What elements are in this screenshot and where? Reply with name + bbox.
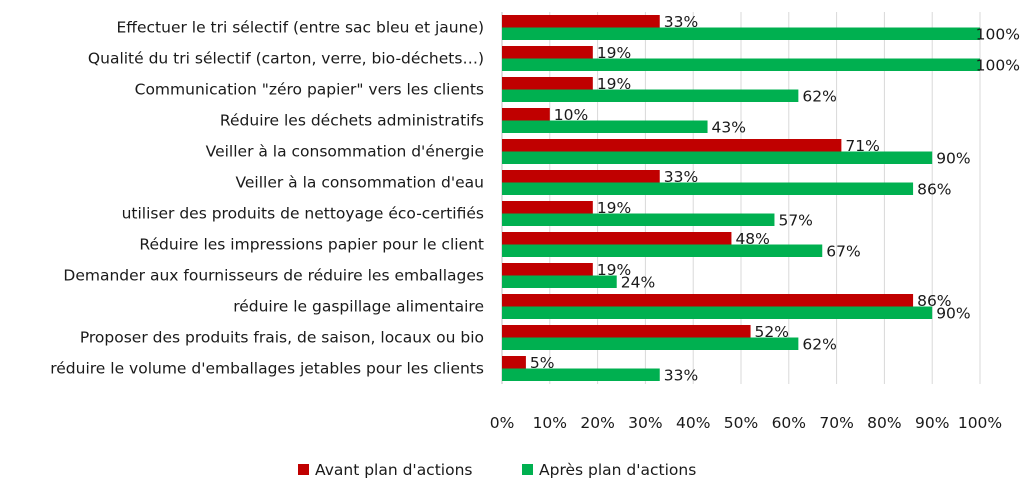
bar-apres xyxy=(502,275,617,288)
category-label: Veiller à la consommation d'eau xyxy=(235,174,484,192)
data-label: 33% xyxy=(664,168,698,186)
legend-label: Avant plan d'actions xyxy=(315,461,472,479)
data-label: 86% xyxy=(917,292,951,310)
x-tick-label: 30% xyxy=(628,414,662,432)
data-label: 90% xyxy=(936,305,970,323)
bar-apres xyxy=(502,244,823,257)
bar-avant xyxy=(502,139,842,152)
data-label: 19% xyxy=(597,44,631,62)
x-tick-label: 20% xyxy=(580,414,614,432)
x-tick-label: 40% xyxy=(676,414,710,432)
category-label: Réduire les impressions papier pour le c… xyxy=(139,236,484,254)
data-label: 100% xyxy=(976,57,1020,75)
category-label: réduire le gaspillage alimentaire xyxy=(233,298,484,316)
data-label: 57% xyxy=(778,212,812,230)
category-label: Proposer des produits frais, de saison, … xyxy=(80,329,484,347)
data-label: 67% xyxy=(826,243,860,261)
legend-swatch xyxy=(298,464,309,475)
gridlines xyxy=(501,12,981,384)
x-tick-label: 70% xyxy=(819,414,853,432)
data-label: 19% xyxy=(597,75,631,93)
x-tick-label: 60% xyxy=(772,414,806,432)
bar-apres xyxy=(502,151,933,164)
category-label: réduire le volume d'emballages jetables … xyxy=(50,360,484,378)
bar-avant xyxy=(502,77,593,90)
legend-label: Après plan d'actions xyxy=(539,461,696,479)
data-label: 5% xyxy=(530,354,555,372)
legend-swatch xyxy=(522,464,533,475)
data-label: 62% xyxy=(802,88,836,106)
data-labels: 33% 100% 19% 100% 19% 62% 10% 43% 71% 90% 33% 86% 19… xyxy=(530,13,1020,385)
data-label: 86% xyxy=(917,181,951,199)
data-label: 62% xyxy=(802,336,836,354)
bar-apres xyxy=(502,213,775,226)
category-label: utiliser des produits de nettoyage éco-c… xyxy=(122,205,484,223)
category-labels: Effectuer le tri sélectif (entre sac ble… xyxy=(50,19,484,378)
legend: Avant plan d'actions Après plan d'actions xyxy=(298,461,696,479)
data-label: 52% xyxy=(755,323,789,341)
data-label: 19% xyxy=(597,199,631,217)
bar-apres xyxy=(502,306,933,319)
data-label: 71% xyxy=(845,137,879,155)
x-tick-label: 80% xyxy=(867,414,901,432)
bar-avant xyxy=(502,46,593,59)
x-tick-label: 0% xyxy=(490,414,515,432)
bar-avant xyxy=(502,325,751,338)
data-label: 19% xyxy=(597,261,631,279)
bar-apres xyxy=(502,337,799,350)
category-label: Demander aux fournisseurs de réduire les… xyxy=(63,267,484,285)
category-label: Veiller à la consommation d'énergie xyxy=(206,143,484,161)
bar-avant xyxy=(502,232,732,245)
x-tick-label: 100% xyxy=(958,414,1002,432)
category-label: Effectuer le tri sélectif (entre sac ble… xyxy=(117,19,484,37)
x-tick-label: 50% xyxy=(724,414,758,432)
bar-avant xyxy=(502,15,660,28)
x-tick-labels: 0% 10% 20% 30% 40% 50% 60% 70% 80% 90% 100% xyxy=(490,414,1002,432)
bar-avant xyxy=(502,263,593,276)
category-label: Qualité du tri sélectif (carton, verre, … xyxy=(88,50,484,68)
bar-apres xyxy=(502,27,980,40)
bar-apres xyxy=(502,58,980,71)
data-label: 10% xyxy=(554,106,588,124)
data-label: 48% xyxy=(735,230,769,248)
bar-avant xyxy=(502,170,660,183)
x-tick-label: 90% xyxy=(915,414,949,432)
bar-apres xyxy=(502,120,708,133)
data-label: 33% xyxy=(664,367,698,385)
bar-apres xyxy=(502,182,914,195)
bar-avant xyxy=(502,201,593,214)
data-label: 43% xyxy=(712,119,746,137)
bar-avant xyxy=(502,356,526,369)
bar-apres xyxy=(502,368,660,381)
bars xyxy=(502,15,980,381)
category-label: Communication "zéro papier" vers les cli… xyxy=(135,81,484,99)
bar-avant xyxy=(502,294,914,307)
bar-apres xyxy=(502,89,799,102)
data-label: 24% xyxy=(621,274,655,292)
category-label: Réduire les déchets administratifs xyxy=(220,112,484,130)
data-label: 100% xyxy=(976,26,1020,44)
x-tick-label: 10% xyxy=(533,414,567,432)
data-label: 33% xyxy=(664,13,698,31)
data-label: 90% xyxy=(936,150,970,168)
bar-avant xyxy=(502,108,550,121)
